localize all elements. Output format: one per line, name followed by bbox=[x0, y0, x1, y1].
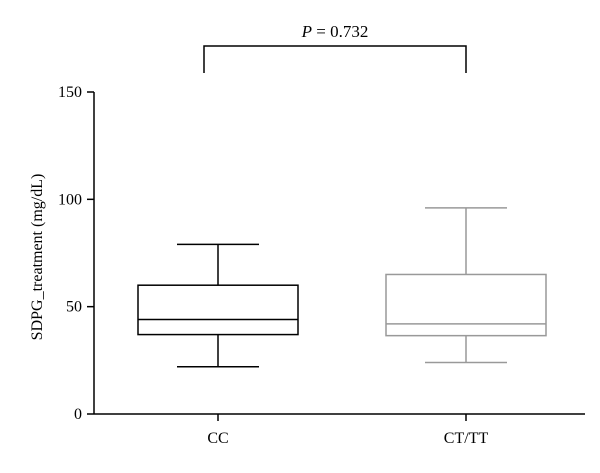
y-axis-title: SDPG_treatment (mg/dL) bbox=[29, 174, 46, 341]
x-tick-label: CC bbox=[207, 430, 228, 447]
box-group bbox=[385, 207, 547, 364]
y-axis: 0 50 100 150 bbox=[58, 84, 95, 423]
y-tick-label: 0 bbox=[74, 406, 82, 423]
p-label: P bbox=[301, 22, 312, 41]
y-tick-label: 50 bbox=[66, 299, 82, 316]
y-tick-label: 150 bbox=[58, 84, 82, 101]
x-tick-label: CT/TT bbox=[444, 430, 489, 447]
box-group bbox=[137, 243, 299, 368]
p-value-annotation: P = 0.732 bbox=[301, 22, 369, 41]
iqr-box bbox=[385, 273, 547, 337]
p-value: = 0.732 bbox=[312, 22, 368, 41]
x-ticks: CC CT/TT bbox=[207, 414, 488, 447]
boxes bbox=[137, 207, 547, 368]
significance-bracket: P = 0.732 bbox=[203, 22, 467, 73]
y-tick-label: 100 bbox=[58, 191, 82, 208]
y-ticks: 0 50 100 150 bbox=[58, 84, 94, 423]
iqr-box bbox=[137, 284, 299, 336]
x-axis: CC CT/TT bbox=[94, 413, 585, 447]
bracket-line bbox=[203, 45, 467, 73]
